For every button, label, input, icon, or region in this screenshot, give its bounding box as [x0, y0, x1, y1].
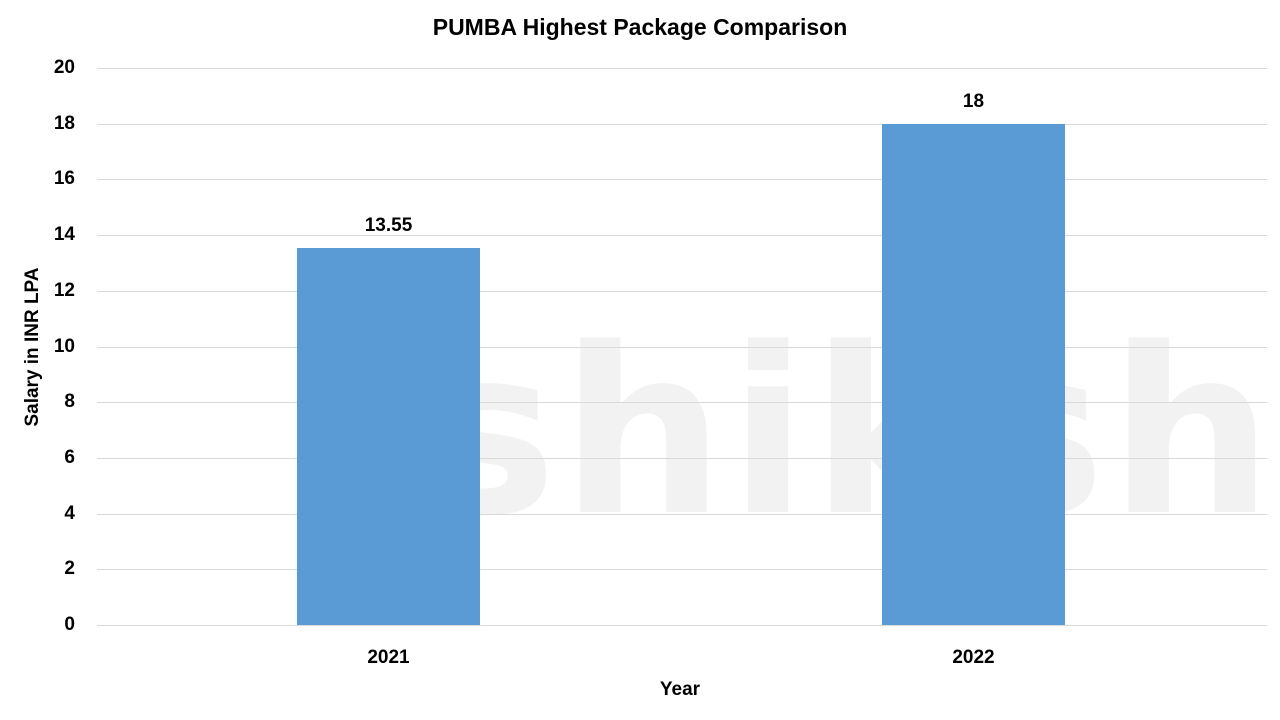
- data-label: 18: [962, 90, 985, 112]
- gridline: [97, 123, 1267, 125]
- y-tick-label: 8: [64, 391, 75, 413]
- y-tick-label: 2: [64, 558, 75, 580]
- gridline: [97, 513, 1267, 515]
- data-label: 13.55: [364, 214, 413, 236]
- plot-area: [97, 68, 1267, 626]
- y-tick-label: 20: [53, 57, 75, 78]
- y-tick-label: 16: [53, 168, 75, 190]
- gridline: [97, 402, 1267, 404]
- y-tick-label: 6: [64, 446, 75, 468]
- chart-title: PUMBA Highest Package Comparison: [432, 14, 848, 40]
- x-tick-label: 2022: [952, 647, 995, 668]
- bar-2022[interactable]: [882, 123, 1065, 625]
- x-axis-label: Year: [659, 679, 701, 700]
- gridline: [97, 569, 1267, 571]
- y-tick-label: 0: [64, 614, 75, 635]
- gridline: [97, 625, 1267, 626]
- watermark: shiksha: [420, 300, 1280, 567]
- gridline: [97, 290, 1267, 292]
- gridline: [97, 457, 1267, 459]
- y-tick-label: 10: [53, 335, 75, 357]
- gridline: [97, 179, 1267, 181]
- x-tick-label: 2021: [367, 647, 410, 668]
- gridline: [97, 235, 1267, 237]
- y-tick-label: 12: [53, 279, 75, 301]
- y-tick-label: 18: [53, 112, 75, 134]
- gridline: [97, 346, 1267, 348]
- bar-2021[interactable]: [297, 247, 480, 625]
- y-tick-label: 14: [53, 224, 75, 246]
- y-tick-label: 4: [64, 502, 75, 524]
- gridline: [97, 68, 1267, 69]
